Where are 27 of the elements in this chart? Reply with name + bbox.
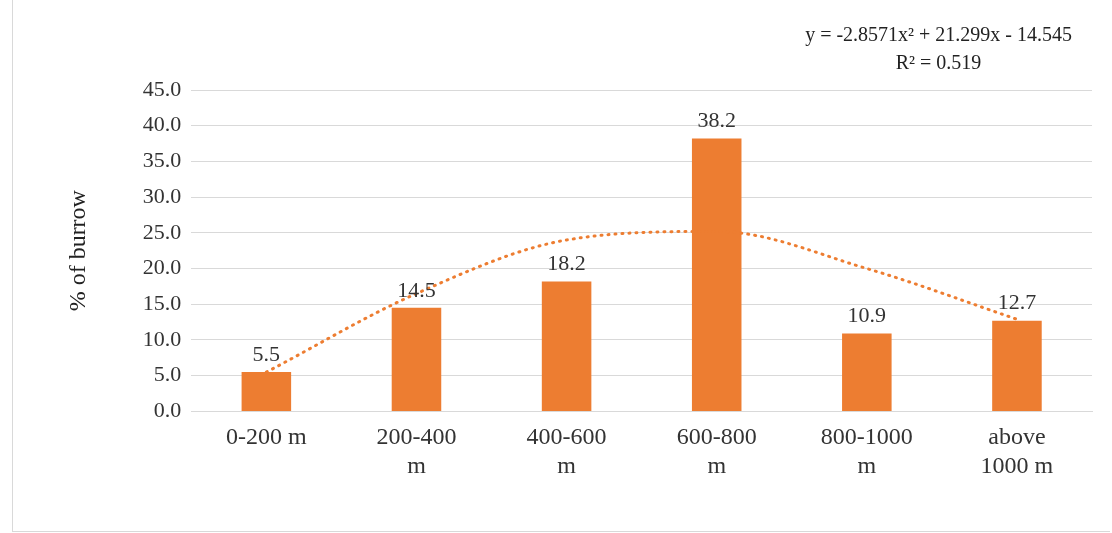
x-tick-label: 200-400 m [376, 423, 457, 478]
y-tick-label: 25.0 [142, 218, 182, 244]
y-tick-label: 35.0 [142, 147, 182, 173]
y-tick-label: 0.0 [153, 397, 182, 423]
bar [541, 281, 592, 411]
y-tick-label: 15.0 [142, 290, 182, 316]
data-label: 38.2 [697, 107, 736, 133]
x-tick-label: 0-200 m [226, 423, 308, 450]
x-tick-label: 400-600 m [526, 423, 607, 478]
bar [842, 333, 892, 411]
y-axis-title: % of burrow [63, 189, 90, 312]
y-tick-label: 40.0 [142, 111, 182, 137]
data-label: 18.2 [547, 250, 586, 276]
bar [391, 307, 442, 411]
data-label: 5.5 [252, 340, 281, 366]
text: y = -2.8571x² + 21.299x - 14.545 [805, 22, 1072, 48]
data-label: 10.9 [847, 302, 887, 328]
data-label: 12.7 [997, 289, 1037, 315]
y-tick-label: 45.0 [142, 75, 182, 101]
y-tick-label: 30.0 [142, 182, 182, 208]
y-tick-label: 10.0 [142, 325, 182, 351]
x-tick-label: 600-800 m [676, 423, 757, 478]
text: R² = 0.519 [894, 50, 983, 75]
x-tick-label: above 1000 m [980, 423, 1054, 478]
x-tick-label: 800-1000 m [820, 423, 913, 478]
y-tick-label: 5.0 [153, 361, 182, 387]
y-tick-label: 20.0 [142, 254, 182, 280]
